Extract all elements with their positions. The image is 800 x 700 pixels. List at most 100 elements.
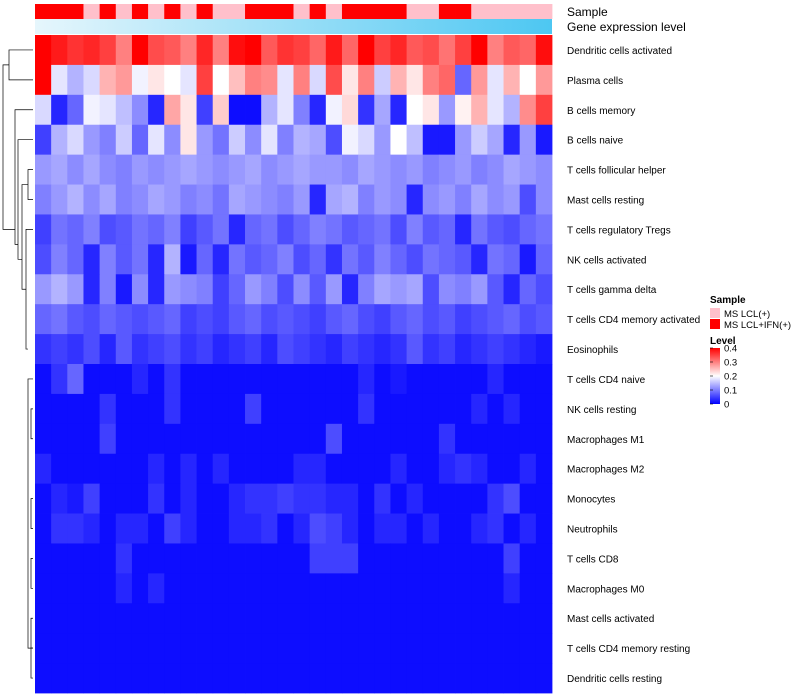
heatmap-cell [67,35,84,66]
row-label: Neutrophils [567,525,618,536]
heatmap-cell [325,663,343,694]
heatmap-cell [277,423,294,455]
heatmap-cell [503,423,521,455]
heatmap-cell [487,483,504,514]
heatmap-cell [374,214,391,245]
heatmap-cell [115,124,133,156]
heatmap-cell [293,304,311,335]
heatmap-cell [422,244,440,275]
heatmap-cell [422,124,440,156]
heatmap-cell [261,573,278,604]
heatmap-cell [341,603,359,634]
heatmap-cell [99,663,117,694]
sample-track-cell [212,4,230,19]
heatmap-cell [293,513,311,544]
heatmap-cell [115,573,133,604]
heatmap-cell [535,603,553,634]
heatmap-cell [228,184,246,215]
heatmap-cell [277,573,294,604]
heatmap-cell [180,94,197,126]
heatmap-cell [406,184,424,215]
heatmap-cell [83,35,101,66]
heatmap-cell [438,334,456,365]
heatmap-cell [148,663,165,694]
heatmap-cell [341,543,359,574]
heatmap-cell [406,154,424,185]
heatmap-cell [487,244,504,275]
dendrogram-link [14,109,33,245]
heatmap-cell [51,423,68,455]
heatmap-cell [212,633,230,664]
heatmap-cell [261,64,278,96]
heatmap-cell [406,663,424,694]
heatmap-cell [131,513,149,544]
heatmap-cell [519,483,537,514]
heatmap-cell [148,64,165,96]
heatmap-cell [358,184,375,215]
heatmap-cell [471,214,488,245]
heatmap-cell [148,334,165,365]
sample-track-cell [422,4,440,19]
heatmap-cell [503,244,521,275]
heatmap-cell [51,453,68,485]
heatmap-cell [164,453,181,485]
heatmap-cell [358,633,375,664]
heatmap-cell [471,663,488,694]
heatmap-cell [455,453,472,485]
heatmap-cell [519,573,537,604]
heatmap-cell [422,304,440,335]
heatmap-cell [99,423,117,455]
heatmap-cell [196,633,214,664]
heatmap-cell [115,184,133,215]
heatmap-cell [325,573,343,604]
heatmap-cell [519,453,537,485]
sample-track-cell [228,4,246,19]
heatmap-cell [471,453,488,485]
heatmap-cell [406,423,424,455]
heatmap-cell [277,603,294,634]
heatmap-cell [471,483,488,514]
heatmap-cell [277,364,294,395]
heatmap-cell [35,184,52,215]
heatmap-cell [422,184,440,215]
heatmap-cell [131,453,149,485]
heatmap-cell [503,364,521,395]
heatmap-cell [438,124,456,156]
dendrogram-link [27,378,33,649]
heatmap-cell [228,513,246,544]
heatmap-cell [51,334,68,365]
heatmap-cell [277,154,294,185]
heatmap-cell [148,513,165,544]
heatmap-cell [293,334,311,365]
row-label: Plasma cells [567,76,623,87]
heatmap-cell [422,154,440,185]
heatmap-cell [535,663,553,694]
heatmap-cell [164,334,181,365]
heatmap-cell [261,94,278,126]
heatmap-cell [438,543,456,574]
heatmap-cell [99,334,117,365]
heatmap-cell [67,184,84,215]
heatmap-cell [309,423,327,455]
heatmap-cell [471,364,488,395]
heatmap-cell [228,453,246,485]
heatmap-cell [35,274,52,305]
heatmap-cell [438,453,456,485]
heatmap-cell [293,244,311,275]
heatmap-cell [164,274,181,305]
heatmap-cell [535,513,553,544]
heatmap-cell [374,483,391,514]
heatmap-cell [99,364,117,395]
legend-label-ms-lcl-ifn: MS LCL+IFN(+) [724,320,791,331]
heatmap-cell [99,184,117,215]
heatmap-cell [212,244,230,275]
heatmap-cell [35,453,52,485]
heatmap-cell [390,124,407,156]
heatmap-cell [325,64,343,96]
heatmap-cell [503,483,521,514]
heatmap-cell [293,124,311,156]
heatmap-cell [406,274,424,305]
heatmap-cell [99,573,117,604]
heatmap-cell [245,453,262,485]
heatmap-cell [277,453,294,485]
